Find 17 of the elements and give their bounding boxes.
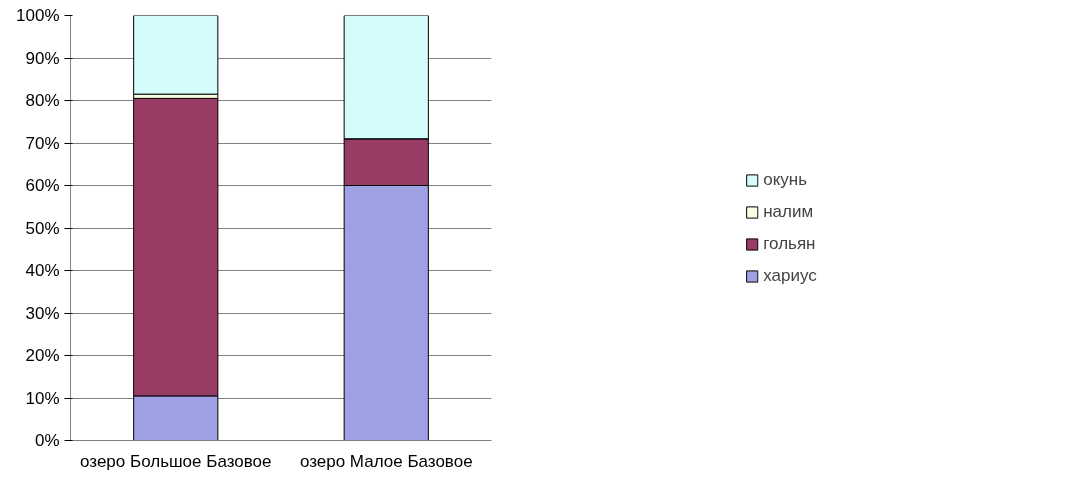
y-tick-label: 30% [25, 303, 60, 323]
legend-label: гольян [763, 233, 816, 254]
x-tick-label: озеро Малое Базовое [299, 451, 473, 471]
x-tick-label: озеро Большое Базовое [80, 451, 272, 471]
y-tick-label: 70% [25, 133, 60, 153]
y-tick-label: 10% [25, 388, 60, 408]
legend-label: окунь [763, 169, 808, 190]
y-tick-label: 100% [16, 6, 60, 25]
y-tick-label: 40% [25, 261, 60, 280]
y-tick-label: 90% [25, 48, 60, 68]
y-tick-label: 20% [25, 346, 60, 365]
y-tick-label: 60% [25, 176, 60, 195]
y-tick-label: 0% [34, 431, 60, 450]
y-tick-label: 80% [25, 91, 60, 110]
legend-label: хариус [763, 265, 817, 286]
y-tick-label: 50% [25, 218, 60, 238]
legend-label: налим [763, 201, 814, 222]
